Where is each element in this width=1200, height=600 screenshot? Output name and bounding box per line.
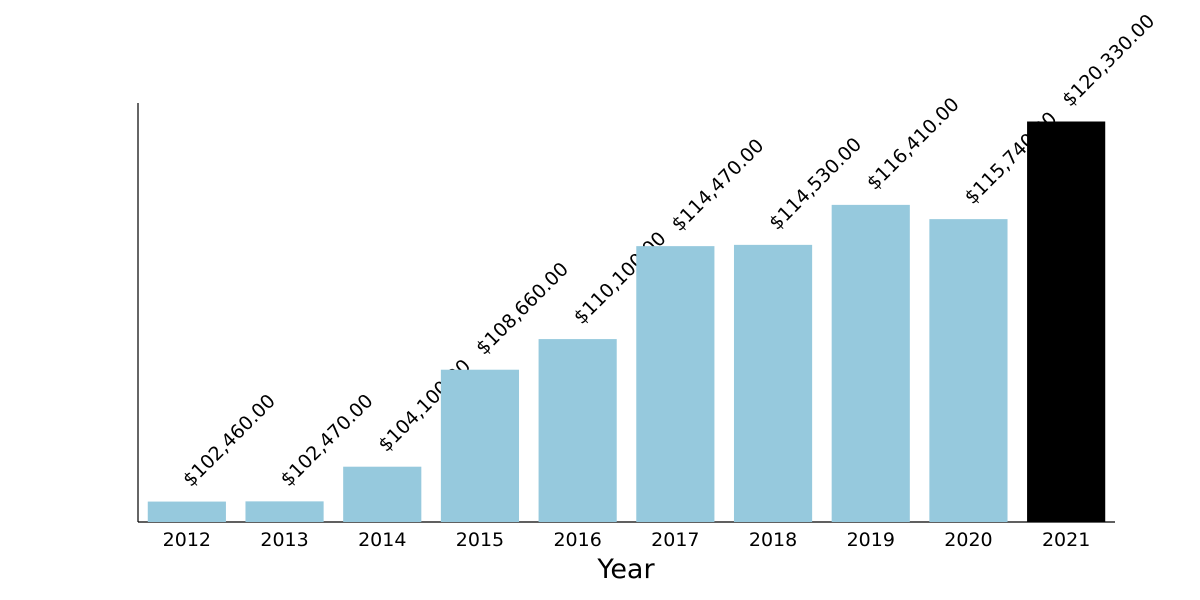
bar xyxy=(440,369,520,522)
x-tick-label: 2015 xyxy=(456,529,504,551)
x-tick-label: 2018 xyxy=(749,529,797,551)
bar xyxy=(147,501,226,522)
bar xyxy=(831,204,910,523)
x-tick-label: 2014 xyxy=(358,529,406,551)
x-tick-label: 2017 xyxy=(651,529,699,551)
value-label: $114,470.00 xyxy=(667,135,768,236)
bar xyxy=(538,339,617,522)
x-tick-label: 2020 xyxy=(944,529,992,551)
x-tick-label: 2021 xyxy=(1042,529,1090,551)
x-axis-label: Year xyxy=(596,554,655,585)
bar xyxy=(636,246,715,522)
bar xyxy=(929,219,1008,522)
x-tick-label: 2012 xyxy=(163,529,211,551)
x-tick-label: 2016 xyxy=(553,529,601,551)
value-label: $120,330.00 xyxy=(1058,10,1159,111)
bar xyxy=(343,466,422,522)
bar xyxy=(245,501,324,522)
value-label: $102,460.00 xyxy=(179,390,280,491)
bar xyxy=(1027,121,1106,522)
x-tick-label: 2019 xyxy=(847,529,895,551)
x-tick-label: 2013 xyxy=(260,529,308,551)
bar xyxy=(733,244,813,522)
value-label: $116,410.00 xyxy=(863,93,964,194)
